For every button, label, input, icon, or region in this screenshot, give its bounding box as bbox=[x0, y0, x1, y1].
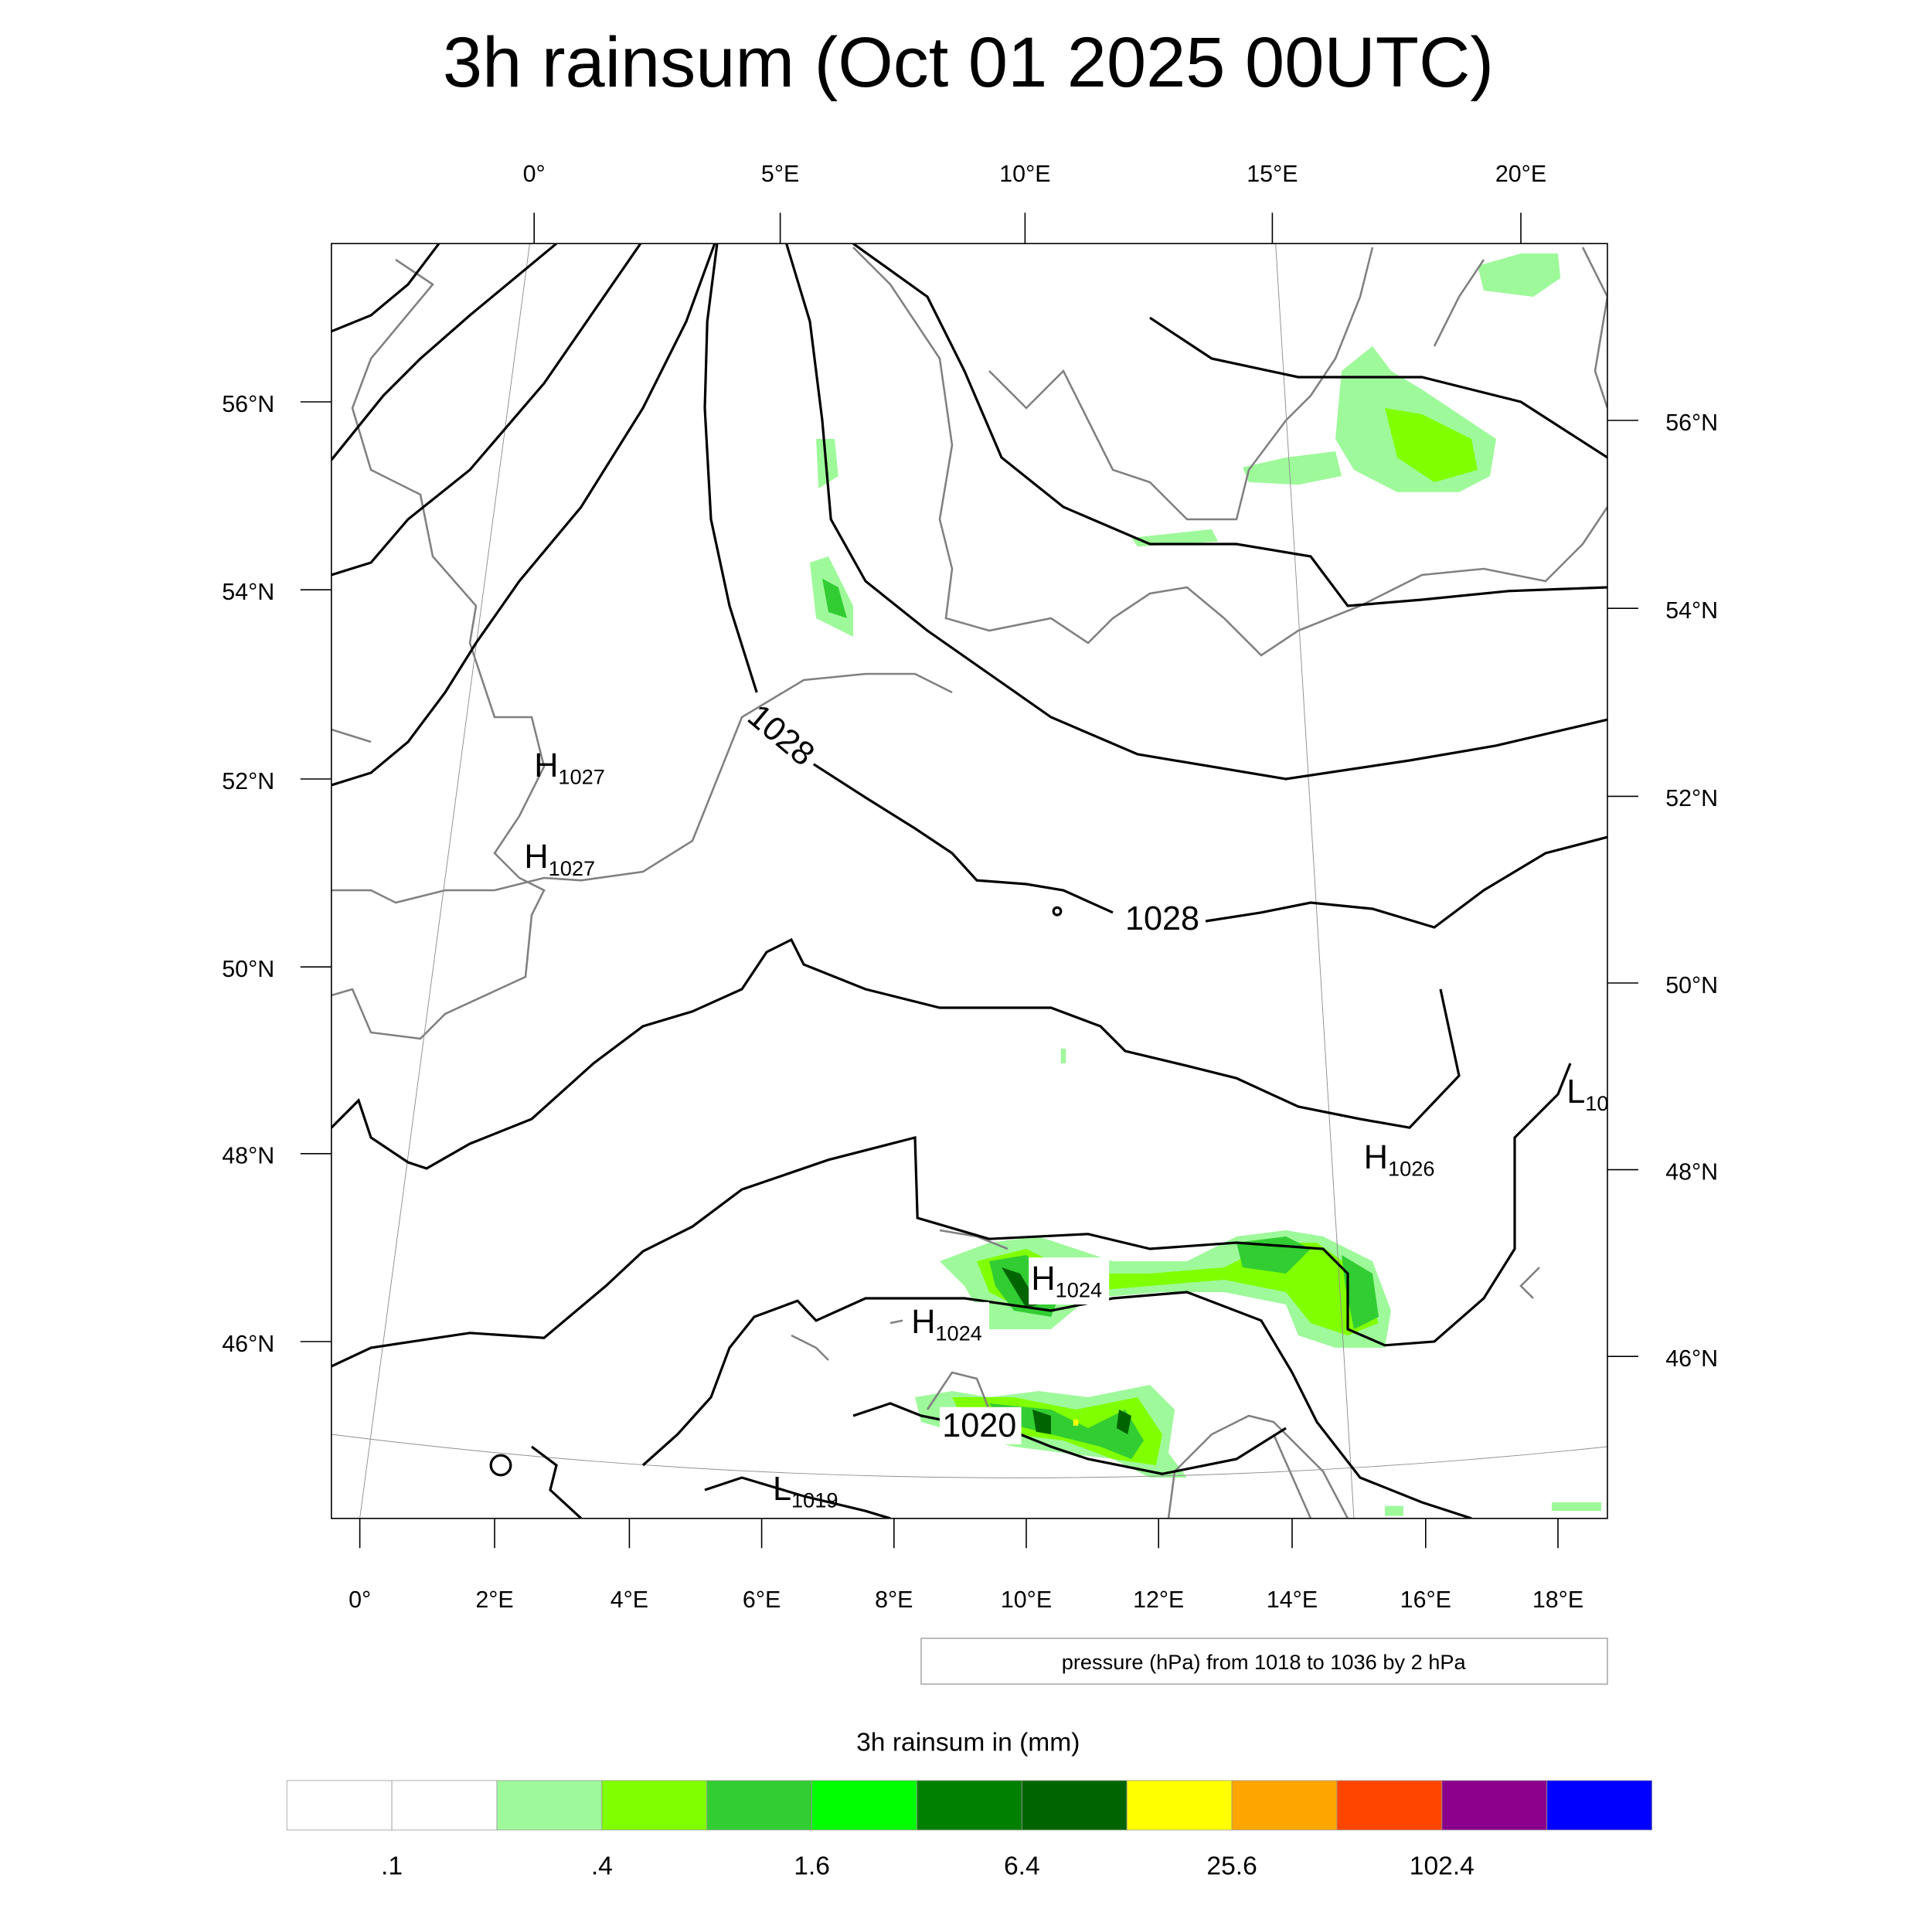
lon-label: 6°E bbox=[743, 1587, 781, 1613]
lon-label: 8°E bbox=[875, 1587, 913, 1613]
colorbar-label: .4 bbox=[591, 1852, 613, 1881]
colorbar-label: 6.4 bbox=[1004, 1852, 1040, 1881]
lon-label: 4°E bbox=[611, 1587, 648, 1613]
colorbar-label: .1 bbox=[381, 1852, 403, 1881]
meridian-15e bbox=[1275, 243, 1355, 1519]
colorbar-swatch bbox=[601, 1780, 708, 1831]
contour-info-box bbox=[920, 1638, 1608, 1685]
low-center: L10 bbox=[1566, 1073, 1608, 1115]
colorbar-swatch bbox=[917, 1780, 1022, 1831]
colorbar-label: 1.6 bbox=[794, 1852, 830, 1881]
lon-label: 2°E bbox=[475, 1587, 513, 1613]
colorbar-swatch bbox=[1021, 1780, 1128, 1831]
contour-label: 1028 bbox=[1125, 900, 1199, 937]
colorbar-swatch bbox=[1126, 1780, 1233, 1831]
map-plot: 1028 1028 1020 H1027 H1027 H1026 H1024 H… bbox=[222, 161, 1718, 1880]
lon-label: 10°E bbox=[1001, 1587, 1052, 1613]
lat-label: 50°N bbox=[222, 956, 274, 982]
colorbar-swatch bbox=[1231, 1780, 1338, 1831]
contour-label: 1020 bbox=[942, 1407, 1016, 1444]
high-center: H1027 bbox=[534, 747, 605, 789]
lat-label: 56°N bbox=[1665, 410, 1718, 436]
colorbar-swatch bbox=[1336, 1780, 1443, 1831]
high-center: H1027 bbox=[524, 838, 595, 880]
lon-label: 15°E bbox=[1247, 161, 1298, 187]
lat-label: 50°N bbox=[1665, 972, 1718, 998]
colorbar-swatch bbox=[1441, 1780, 1548, 1831]
low-center: L1019 bbox=[773, 1471, 838, 1512]
lon-label: 0° bbox=[523, 161, 546, 187]
figure-title: 3h rainsum (Oct 01 2025 00UTC) bbox=[443, 23, 1494, 102]
parallel-45n bbox=[331, 1434, 1608, 1478]
colorbar-swatch bbox=[496, 1780, 603, 1831]
lat-label: 52°N bbox=[1665, 785, 1718, 811]
left-latitude-labels: 56°N 54°N 52°N 50°N 48°N 46°N bbox=[222, 391, 274, 1357]
lon-label: 5°E bbox=[761, 161, 799, 187]
colorbar-title: 3h rainsum in (mm) bbox=[856, 1729, 1080, 1757]
colorbar: .1 .4 1.6 6.4 25.6 102.4 bbox=[286, 1780, 1653, 1881]
lon-label: 14°E bbox=[1267, 1587, 1318, 1613]
map-frame bbox=[331, 243, 1608, 1519]
lat-label: 46°N bbox=[1665, 1345, 1718, 1372]
lat-label: 54°N bbox=[222, 579, 274, 605]
pressure-centers: H1027 H1027 H1026 H1024 H1024 L1019 L10 bbox=[524, 747, 1608, 1512]
colorbar-label: 25.6 bbox=[1206, 1852, 1257, 1881]
lat-label: 48°N bbox=[1665, 1158, 1718, 1185]
colorbar-swatch bbox=[391, 1780, 498, 1831]
lat-label: 46°N bbox=[222, 1331, 274, 1357]
lon-label: 20°E bbox=[1495, 161, 1546, 187]
top-longitude-labels: 0° 5°E 10°E 15°E 20°E bbox=[523, 161, 1546, 187]
isobars bbox=[331, 243, 1608, 1519]
lat-label: 56°N bbox=[222, 391, 274, 417]
lon-label: 0° bbox=[349, 1587, 371, 1613]
colorbar-swatch bbox=[706, 1780, 812, 1831]
colorbar-swatch bbox=[286, 1780, 393, 1831]
colorbar-label: 102.4 bbox=[1410, 1852, 1475, 1881]
contour-label: 1028 bbox=[740, 697, 821, 774]
high-center: H1024 bbox=[911, 1304, 982, 1345]
lon-label: 12°E bbox=[1133, 1587, 1184, 1613]
lon-label: 18°E bbox=[1532, 1587, 1583, 1613]
right-latitude-labels: 56°N 54°N 52°N 50°N 48°N 46°N bbox=[1665, 410, 1718, 1372]
high-center: H1024 bbox=[1031, 1260, 1102, 1302]
meridian-0 bbox=[359, 243, 530, 1519]
high-center: H1026 bbox=[1364, 1139, 1435, 1181]
tick-marks bbox=[300, 213, 1639, 1549]
lat-label: 52°N bbox=[222, 768, 274, 794]
colorbar-swatch bbox=[1546, 1780, 1653, 1831]
bottom-longitude-labels: 0° 2°E 4°E 6°E 8°E 10°E 12°E 14°E 16°E 1… bbox=[349, 1587, 1583, 1613]
lon-label: 16°E bbox=[1400, 1587, 1451, 1613]
lat-label: 48°N bbox=[222, 1143, 274, 1169]
lat-label: 54°N bbox=[1665, 597, 1718, 624]
contour-info-text: pressure (hPa) from 1018 to 1036 by 2 hP… bbox=[1062, 1650, 1467, 1674]
lon-label: 10°E bbox=[999, 161, 1050, 187]
colorbar-swatch bbox=[811, 1780, 917, 1831]
